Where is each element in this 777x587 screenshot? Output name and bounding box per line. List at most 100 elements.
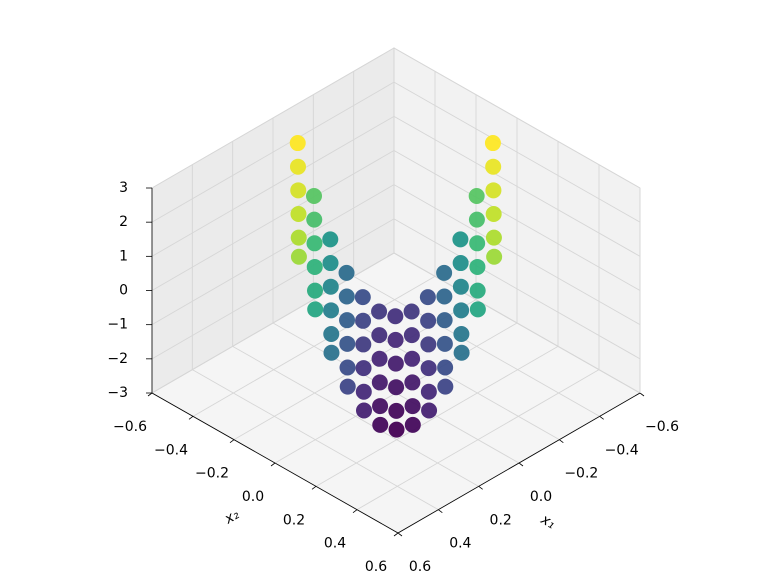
point	[323, 344, 340, 361]
point	[290, 248, 307, 265]
point	[372, 398, 389, 415]
point	[404, 398, 421, 415]
point	[420, 360, 437, 377]
point	[420, 312, 437, 329]
point	[388, 379, 405, 396]
point	[436, 288, 453, 305]
y-tick-label: −0.2	[195, 466, 229, 482]
y-tick	[147, 392, 153, 397]
point	[387, 308, 404, 325]
point	[469, 258, 486, 275]
y-tick-label: 0.6	[365, 559, 387, 575]
y-tick-label: 0.0	[242, 489, 264, 505]
point	[339, 335, 356, 352]
point	[355, 383, 372, 400]
grid-line	[393, 115, 641, 257]
point	[323, 325, 340, 342]
point	[372, 416, 389, 433]
point	[469, 235, 486, 252]
grid-line	[393, 218, 641, 360]
point	[469, 282, 486, 299]
point	[388, 402, 405, 419]
grid-line	[393, 252, 641, 394]
point	[419, 289, 436, 306]
x-tick	[518, 462, 524, 467]
grid-line	[393, 150, 641, 291]
grid-line	[393, 81, 641, 223]
point	[338, 264, 355, 281]
point	[403, 327, 420, 344]
z-tick-label: −1	[107, 317, 128, 333]
point	[468, 211, 485, 228]
x-tick-label: −0.2	[564, 466, 598, 482]
point	[486, 248, 503, 265]
point	[339, 312, 356, 329]
y-tick-label: 0.2	[283, 512, 305, 528]
point	[485, 158, 502, 175]
point	[468, 188, 485, 204]
y-tick	[229, 439, 235, 443]
point	[355, 312, 372, 329]
z-tick-label: −3	[107, 385, 128, 401]
point	[371, 327, 388, 344]
point	[371, 374, 388, 391]
point	[452, 231, 469, 248]
point	[306, 258, 323, 275]
point	[404, 350, 421, 367]
point	[436, 264, 453, 281]
grid-line	[393, 184, 641, 326]
x-tick-label: 0.0	[530, 489, 552, 505]
grid-line	[356, 369, 600, 511]
point	[354, 289, 371, 306]
point	[388, 421, 405, 438]
x-tick	[639, 392, 645, 397]
point	[307, 301, 324, 318]
y-tick-label: 0.4	[324, 536, 346, 552]
x-tick-label: −0.4	[605, 442, 639, 458]
z-tick-label: 3	[119, 180, 128, 196]
point	[437, 359, 454, 376]
point	[306, 188, 322, 204]
point	[453, 344, 470, 361]
grid-line	[151, 115, 395, 257]
point	[322, 231, 339, 248]
point	[371, 303, 388, 320]
grid-line	[151, 184, 395, 326]
point	[436, 312, 453, 329]
point	[306, 235, 323, 252]
y-tick	[188, 416, 194, 420]
point	[307, 282, 323, 299]
point	[290, 229, 307, 246]
x-tick-label: 0.2	[490, 512, 512, 528]
point	[289, 158, 306, 175]
point	[485, 229, 502, 246]
y-tick	[352, 509, 358, 513]
x-tick	[599, 416, 604, 420]
point	[420, 383, 437, 400]
point	[290, 205, 307, 222]
point	[371, 350, 388, 367]
point	[306, 211, 323, 228]
point	[387, 331, 404, 348]
axis-line	[397, 392, 641, 534]
x-axis-label: x₁	[537, 511, 558, 532]
point	[453, 302, 470, 319]
x-tick	[397, 532, 403, 537]
point	[339, 359, 356, 376]
point	[355, 360, 372, 377]
point	[339, 378, 356, 395]
point	[452, 255, 469, 272]
point	[421, 402, 438, 419]
point	[355, 336, 372, 353]
x-tick	[478, 486, 483, 490]
point	[404, 416, 421, 433]
y-tick	[311, 486, 317, 490]
y-tick	[393, 532, 399, 537]
grid-line	[151, 81, 395, 223]
points	[289, 135, 503, 438]
point	[453, 325, 470, 342]
grid-line	[393, 47, 641, 189]
point	[356, 402, 372, 419]
y-tick-label: −0.6	[113, 419, 147, 435]
